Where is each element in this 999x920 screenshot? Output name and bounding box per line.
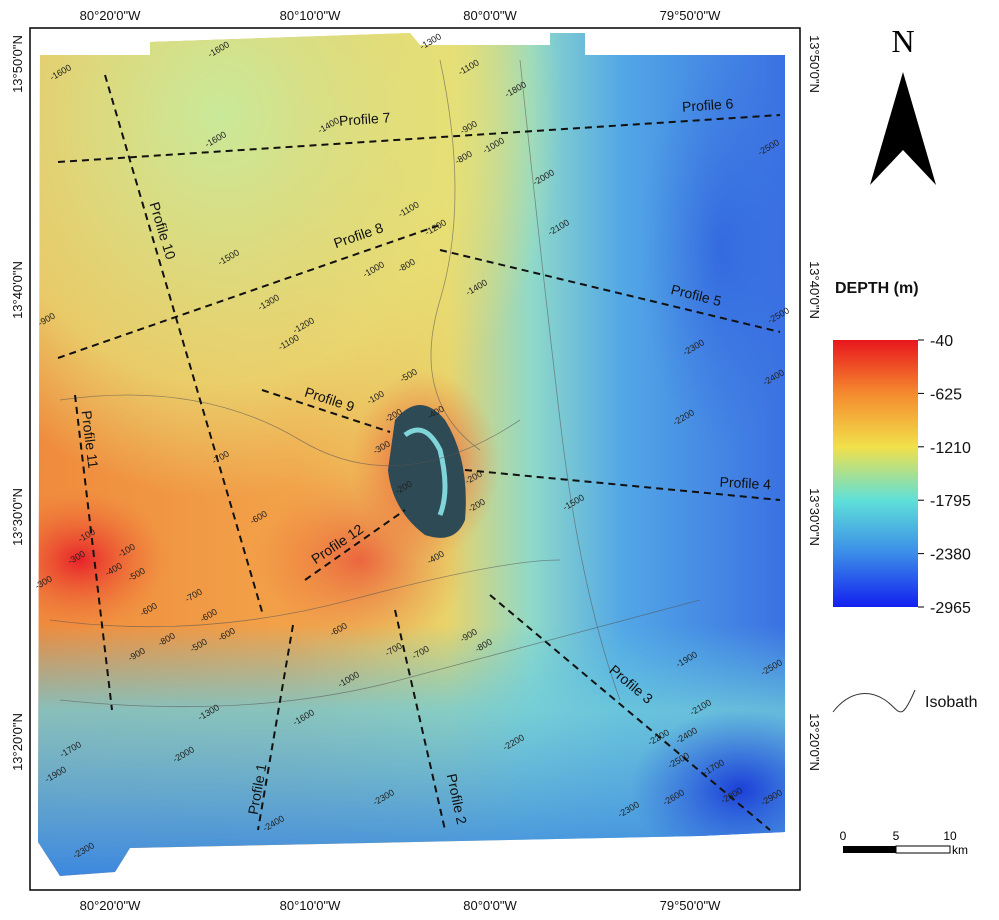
longitude-label: 80°0'0"W <box>463 898 517 913</box>
longitude-label: 80°20'0"W <box>80 8 141 23</box>
color-tick-label: -2965 <box>930 600 971 617</box>
legend-title: DEPTH (m) <box>835 280 919 297</box>
latitude-label: 13°50'0"N <box>807 35 822 93</box>
bathymetry <box>0 30 850 880</box>
longitude-label: 80°10'0"W <box>280 8 341 23</box>
latitude-label: 13°30'0"N <box>807 488 822 546</box>
latitude-label: 13°20'0"N <box>807 713 822 771</box>
profile-label: Profile 4 <box>719 474 771 493</box>
latitude-label: 13°40'0"N <box>807 261 822 319</box>
isobath-symbol <box>833 690 915 712</box>
color-tick-label: -1795 <box>930 493 971 510</box>
map-figure: -1600-1600-1300-1100-1800-900-800-1000-1… <box>0 0 999 920</box>
latitude-label: 13°20'0"N <box>10 713 25 771</box>
color-bar-ticks: -40 -625 -1210 -1795 -2380 -2965 <box>918 333 971 617</box>
color-tick-label: -1210 <box>930 440 971 457</box>
longitude-label: 80°10'0"W <box>280 898 341 913</box>
latitude-label: 13°30'0"N <box>10 488 25 546</box>
scale-unit: km <box>952 843 968 857</box>
color-tick-label: -40 <box>930 333 953 350</box>
longitude-label: 79°50'0"W <box>660 8 721 23</box>
scale-bar: 0 5 10 km <box>840 829 968 857</box>
north-arrow-shape <box>870 72 936 185</box>
longitude-label: 79°50'0"W <box>660 898 721 913</box>
scale-tick: 5 <box>893 829 900 843</box>
color-bar <box>833 340 918 607</box>
latitude-label: 13°40'0"N <box>10 261 25 319</box>
isobath-legend: Isobath <box>925 694 977 711</box>
latitude-label: 13°50'0"N <box>10 35 25 93</box>
scale-tick: 10 <box>943 829 957 843</box>
color-tick-label: -2380 <box>930 547 971 564</box>
north-arrow: N <box>870 23 936 185</box>
longitude-label: 80°20'0"W <box>80 898 141 913</box>
color-tick-label: -625 <box>930 386 962 403</box>
north-label: N <box>891 23 914 59</box>
scale-tick: 0 <box>840 829 847 843</box>
longitude-label: 80°0'0"W <box>463 8 517 23</box>
